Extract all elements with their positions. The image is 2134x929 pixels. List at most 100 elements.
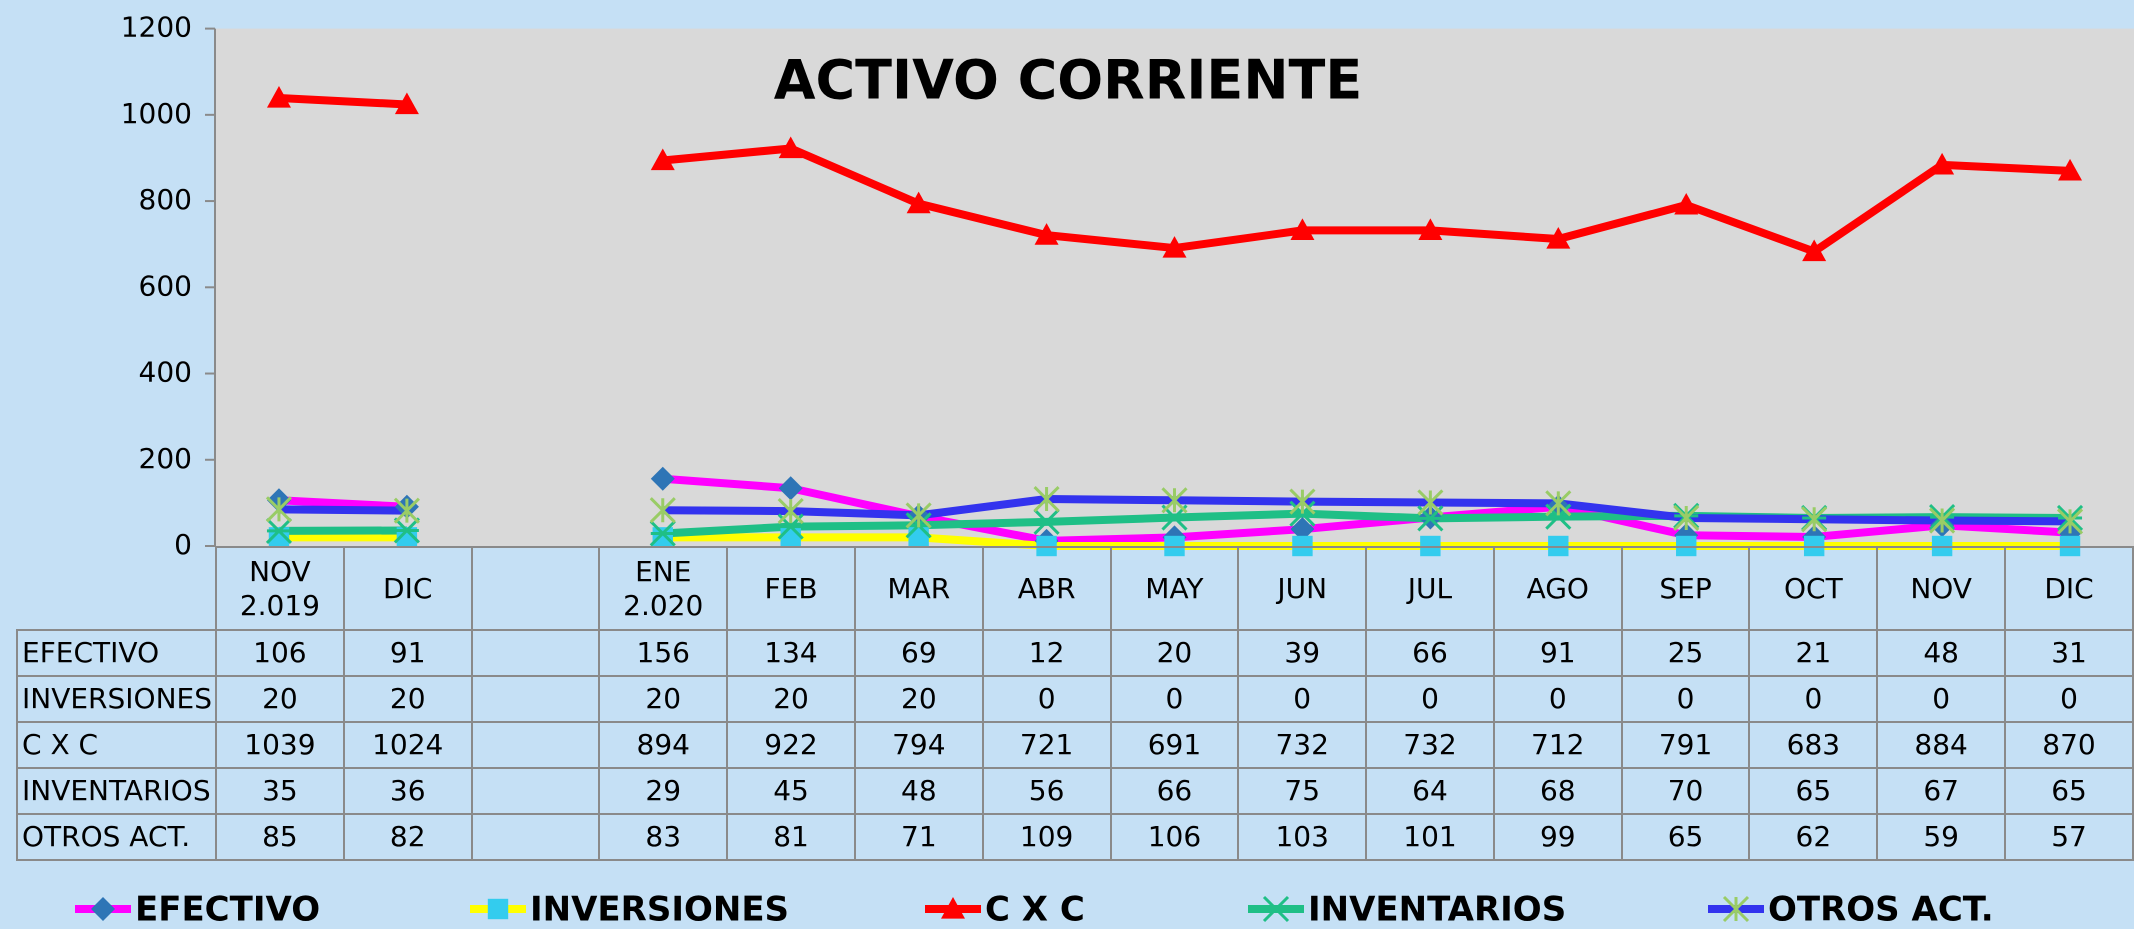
x-tick-label: DIC (2004, 546, 2134, 631)
table-value: 156 (598, 629, 729, 677)
y-tick-label: 1200 (121, 11, 192, 44)
series-line (278, 495, 2071, 526)
table-value: 0 (981, 675, 1112, 723)
x-tick-label: JUN (1237, 546, 1368, 631)
row-label: C X C (16, 721, 217, 769)
table-value: 20 (598, 675, 729, 723)
marker (1262, 895, 1290, 923)
table-value: 691 (1109, 721, 1240, 769)
x-tick-label: JUL (1365, 546, 1495, 631)
x-tick-label: MAR (853, 546, 984, 631)
table-value: 70 (1620, 767, 1751, 815)
marker (650, 148, 675, 171)
marker (778, 476, 803, 501)
y-tick-label: 400 (139, 356, 192, 389)
table-value: 75 (1237, 767, 1368, 815)
x-tick-label: NOV 2.019 (214, 546, 345, 631)
marker (908, 527, 929, 548)
marker (487, 898, 509, 920)
marker (1674, 192, 1699, 215)
table-value: 0 (1492, 675, 1623, 723)
table-value: 20 (214, 675, 345, 723)
table-value: 791 (1620, 721, 1751, 769)
table-value: 794 (853, 721, 984, 769)
table-value: 712 (1492, 721, 1623, 769)
table-value: 31 (2004, 629, 2134, 677)
marker (1289, 500, 1316, 527)
table-value: 62 (1748, 813, 1879, 861)
marker (1801, 506, 1828, 533)
table-value: 0 (1748, 675, 1879, 723)
legend-label: C X C (985, 890, 1085, 929)
row-label: INVERSIONES (16, 675, 217, 723)
marker (1033, 485, 1060, 513)
marker (1417, 489, 1444, 516)
marker (265, 517, 293, 544)
marker (1545, 490, 1572, 517)
marker (649, 497, 676, 524)
corner (17, 547, 216, 630)
marker (1930, 152, 1955, 175)
marker (1673, 504, 1700, 532)
table-value: 922 (726, 721, 856, 769)
row-label: INVENTARIOS (16, 767, 217, 815)
legend-label: INVENTARIOS (1308, 890, 1566, 929)
table-row: INVERSIONES 20 20 20 20 20 0 0 0 0 0 0 0 0 0 (16, 675, 2134, 723)
table-value: 39 (1237, 629, 1368, 677)
table-value: 29 (598, 767, 729, 815)
table-value: 69 (853, 629, 984, 677)
marker (1034, 223, 1059, 245)
marker (1545, 503, 1572, 530)
legend-label: EFECTIVO (135, 890, 320, 929)
table-value: 65 (1620, 813, 1751, 861)
table-value: 20 (342, 675, 473, 723)
table-value: 35 (214, 767, 345, 815)
table-value: 99 (1492, 813, 1623, 861)
legend-label: OTROS ACT. (1768, 890, 1994, 929)
x-tick-label (470, 546, 601, 631)
table-value (470, 813, 601, 861)
chart-title: ACTIVO CORRIENTE (774, 49, 1363, 112)
table-value: 721 (981, 721, 1112, 769)
table-value: 82 (342, 813, 473, 861)
table-value: 48 (853, 767, 984, 815)
marker (1162, 236, 1187, 258)
table-value: 85 (214, 813, 345, 861)
table-row: EFECTIVO 106 91 156 134 69 12 20 39 66 91 25 21 48 31 (16, 629, 2134, 677)
table-value: 683 (1748, 721, 1879, 769)
marker (2056, 508, 2084, 535)
table-value: 0 (1876, 675, 2007, 723)
table-value: 109 (981, 813, 1112, 861)
y-tick-label: 800 (139, 183, 192, 216)
marker (393, 517, 420, 544)
header-row: NOV 2.019 DIC ENE 2.020 FEB MAR ABR MAY JUN JUL A… (17, 546, 2134, 631)
table-value: 66 (1365, 629, 1495, 677)
marker (1546, 227, 1571, 249)
table-value: 45 (726, 767, 856, 815)
table-value: 884 (1876, 721, 2007, 769)
marker (266, 86, 291, 108)
marker (1289, 488, 1316, 515)
table-value: 25 (1620, 629, 1751, 677)
table-row: INVENTARIOS 35 36 29 45 48 56 66 75 64 68 70 65 67 65 (16, 767, 2134, 815)
x-tick-label: ENE 2.020 (598, 546, 729, 631)
row-label: OTROS ACT. (16, 813, 217, 861)
table-value: 106 (1109, 813, 1240, 861)
plot-area (215, 28, 2134, 547)
table-value: 71 (853, 813, 984, 861)
table-value: 91 (342, 629, 473, 677)
table-value: 81 (726, 813, 856, 861)
marker (649, 520, 676, 547)
marker (777, 498, 804, 525)
table-value: 1024 (342, 721, 473, 769)
y-tick-label: 600 (139, 269, 192, 302)
table-value (470, 675, 601, 723)
series-line (278, 94, 2071, 256)
x-tick-label: FEB (726, 546, 856, 631)
table-value: 67 (1876, 767, 2007, 815)
table-value: 36 (342, 767, 473, 815)
marker (1929, 507, 1956, 534)
table-value: 0 (1109, 675, 1240, 723)
